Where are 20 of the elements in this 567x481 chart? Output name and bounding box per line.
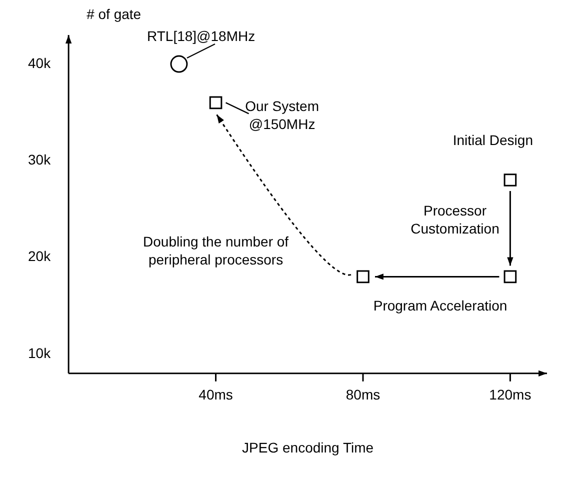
x-tick-label: 120ms	[489, 386, 532, 403]
point	[504, 270, 517, 284]
y-tick-label: 40k	[28, 54, 52, 71]
y-tick-label: 10k	[28, 344, 52, 361]
annotation: Our System @150MHz	[245, 98, 319, 132]
y-axis-title: # of gate	[86, 6, 142, 22]
annotation: Initial Design	[452, 132, 533, 148]
x-axis-title: JPEG encoding Time	[242, 439, 374, 456]
y-tick-label: 30k	[28, 152, 52, 168]
annotation: RTL[18]@18MHz	[147, 28, 256, 44]
annotation: Processor Customization	[410, 202, 500, 236]
y-tick-label: 20k	[28, 248, 52, 264]
point	[504, 174, 517, 186]
annotation: Program Acceleration	[373, 298, 508, 314]
point	[170, 55, 188, 73]
annotation: Doubling the number of peripheral processors	[143, 233, 289, 268]
point	[209, 96, 222, 110]
x-tick-label: 40ms	[198, 386, 233, 403]
point	[356, 270, 370, 284]
x-tick-label: 80ms	[346, 386, 380, 403]
